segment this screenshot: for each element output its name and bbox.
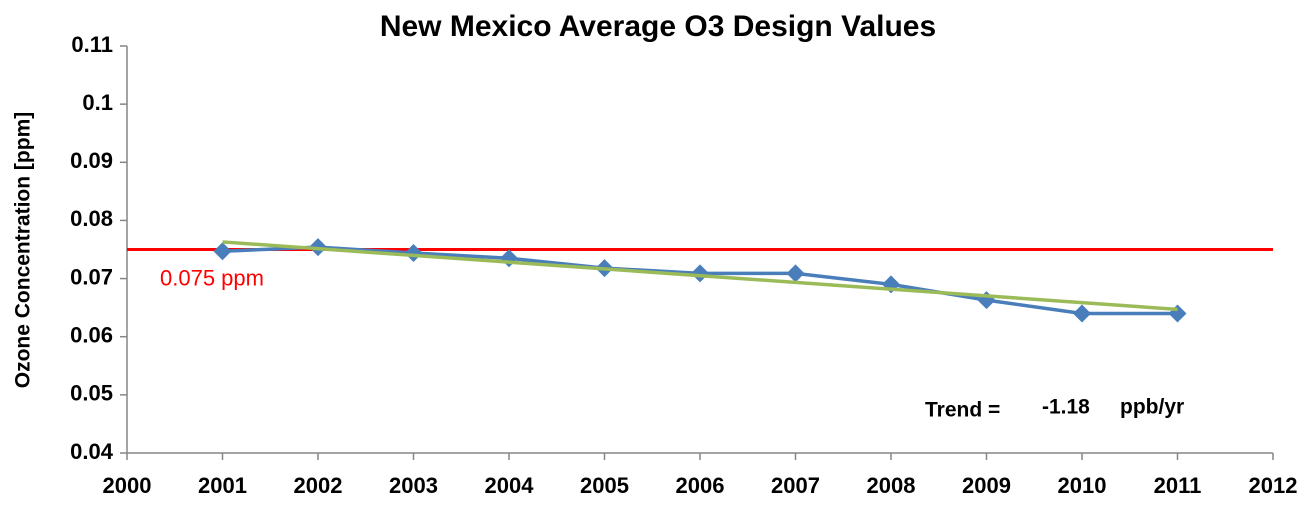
x-tick-label: 2003 — [389, 473, 438, 498]
data-point — [1073, 304, 1091, 323]
x-tick-label: 2005 — [580, 473, 629, 498]
y-tick-label: 0.07 — [70, 264, 113, 289]
reference-label: 0.075 ppm — [160, 265, 264, 290]
x-tick-label: 2001 — [198, 473, 247, 498]
y-tick-label: 0.08 — [70, 206, 113, 231]
data-point — [1168, 304, 1187, 323]
trend-line — [222, 240, 1178, 312]
annotation-value: -1.18 — [1042, 396, 1090, 419]
x-tick-label: 2011 — [1154, 473, 1202, 498]
x-tick-label: 2002 — [294, 473, 343, 498]
y-tick-label: 0.06 — [70, 323, 113, 348]
x-tick-label: 2000 — [103, 473, 152, 498]
x-tick-label: 2004 — [485, 473, 535, 498]
data-point — [691, 264, 709, 283]
annotation-unit: ppb/yr — [1120, 396, 1184, 419]
x-tick-label: 2008 — [867, 473, 916, 498]
y-tick-label: 0.1 — [82, 90, 113, 115]
data-point — [500, 249, 518, 268]
annotation-text: Trend = — [925, 399, 1000, 422]
y-tick-label: 0.11 — [71, 32, 113, 57]
x-tick-label: 2007 — [771, 473, 820, 498]
y-axis-label: Ozone Concentration [ppm] — [12, 112, 35, 389]
y-tick-label: 0.09 — [70, 148, 113, 173]
x-tick-label: 2010 — [1058, 473, 1107, 498]
chart-title: New Mexico Average O3 Design Values — [380, 10, 936, 43]
x-tick-label: 2009 — [962, 473, 1011, 498]
y-tick-label: 0.04 — [70, 439, 114, 464]
x-tick-label: 2012 — [1249, 473, 1298, 498]
data-point — [213, 242, 232, 261]
y-tick-label: 0.05 — [70, 381, 113, 406]
data-point — [404, 243, 423, 262]
x-tick-label: 2006 — [676, 473, 725, 498]
data-point — [786, 264, 805, 283]
